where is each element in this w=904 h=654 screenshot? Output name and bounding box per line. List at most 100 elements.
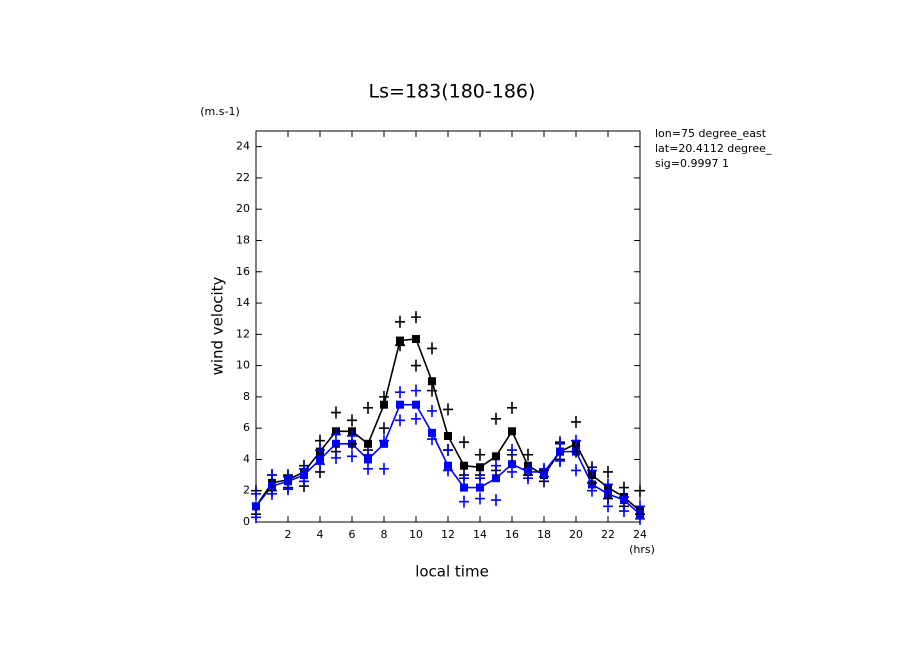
x-tick-label: 22 [601, 528, 615, 541]
x-tick-label: 8 [381, 528, 388, 541]
point-marker [460, 461, 468, 470]
point-marker [443, 403, 453, 416]
point-marker [283, 483, 293, 496]
point-marker [507, 401, 517, 414]
x-tick-label: 4 [317, 528, 324, 541]
point-marker [379, 462, 389, 475]
point-marker [380, 400, 388, 409]
y-tick-label: 18 [236, 233, 250, 246]
point-marker [267, 469, 277, 482]
point-marker [523, 448, 533, 461]
y-tick-label: 2 [243, 484, 250, 497]
point-marker [347, 429, 357, 442]
point-marker [363, 448, 373, 461]
point-marker [460, 483, 468, 492]
point-marker [556, 447, 564, 456]
point-marker [635, 484, 645, 497]
x-axis-label: local time [415, 563, 489, 581]
point-marker [396, 400, 404, 409]
point-marker [300, 471, 308, 480]
y-tick-label: 14 [236, 296, 250, 309]
point-marker [475, 472, 485, 485]
x-tick-label: 16 [505, 528, 519, 541]
point-marker [492, 474, 500, 483]
x-tick-label: 10 [409, 528, 423, 541]
x-tick-label: 14 [473, 528, 487, 541]
y-tick-label: 16 [236, 265, 250, 278]
point-marker [571, 415, 581, 428]
y-tick-label: 12 [236, 327, 250, 340]
point-marker [476, 483, 484, 492]
y-tick-label: 24 [236, 140, 250, 153]
y-tick-label: 20 [236, 202, 250, 215]
y-unit: (m.s-1) [200, 105, 240, 118]
point-marker [363, 462, 373, 475]
point-marker [635, 512, 645, 525]
point-marker [476, 463, 484, 472]
point-marker [411, 311, 421, 324]
point-marker [427, 404, 437, 417]
point-marker [603, 478, 613, 491]
annotation: lat=20.4112 degree_ [655, 142, 772, 155]
point-marker [411, 359, 421, 372]
point-marker [508, 460, 516, 469]
point-marker [539, 470, 549, 483]
point-marker [411, 412, 421, 425]
point-marker [427, 384, 437, 397]
point-marker [299, 475, 309, 488]
point-marker [331, 428, 341, 441]
y-tick-label: 10 [236, 359, 250, 372]
point-marker [267, 487, 277, 500]
x-tick-label: 24 [633, 528, 647, 541]
point-marker [459, 495, 469, 508]
chart-title: Ls=183(180-186) [369, 81, 536, 103]
point-marker [587, 464, 597, 477]
point-marker [395, 414, 405, 427]
point-marker [412, 400, 420, 409]
x-unit: (hrs) [629, 543, 655, 556]
y-axis-label: wind velocity [209, 276, 227, 375]
point-marker [571, 445, 581, 458]
point-marker [507, 444, 517, 457]
point-marker [364, 439, 372, 448]
point-marker [252, 502, 260, 511]
point-marker [395, 386, 405, 399]
point-marker [427, 433, 437, 446]
point-marker [555, 437, 565, 450]
point-marker [331, 406, 341, 419]
point-marker [475, 492, 485, 505]
point-marker [555, 455, 565, 468]
point-marker [379, 422, 389, 435]
point-marker [571, 434, 581, 447]
y-tick-label: 8 [243, 390, 250, 403]
point-marker [412, 335, 420, 344]
point-marker [491, 459, 501, 472]
point-marker [523, 472, 533, 485]
point-marker [283, 470, 293, 483]
point-marker [347, 450, 357, 463]
point-marker [444, 431, 452, 440]
y-tick-label: 6 [243, 421, 250, 434]
point-marker [571, 464, 581, 477]
point-marker [619, 490, 629, 503]
point-marker [299, 462, 309, 475]
point-marker [587, 484, 597, 497]
point-marker [251, 487, 261, 500]
y-tick-label: 22 [236, 171, 250, 184]
point-marker [395, 315, 405, 328]
point-marker [475, 448, 485, 461]
annotation: lon=75 degree_east [655, 127, 767, 140]
point-marker [492, 452, 500, 461]
point-marker [428, 377, 436, 386]
point-marker [347, 414, 357, 427]
point-marker [508, 427, 516, 436]
point-marker [619, 505, 629, 518]
point-marker [443, 444, 453, 457]
point-marker [635, 500, 645, 513]
point-marker [379, 390, 389, 403]
point-marker [603, 465, 613, 478]
point-marker [315, 444, 325, 457]
point-marker [395, 339, 405, 352]
point-marker [491, 412, 501, 425]
